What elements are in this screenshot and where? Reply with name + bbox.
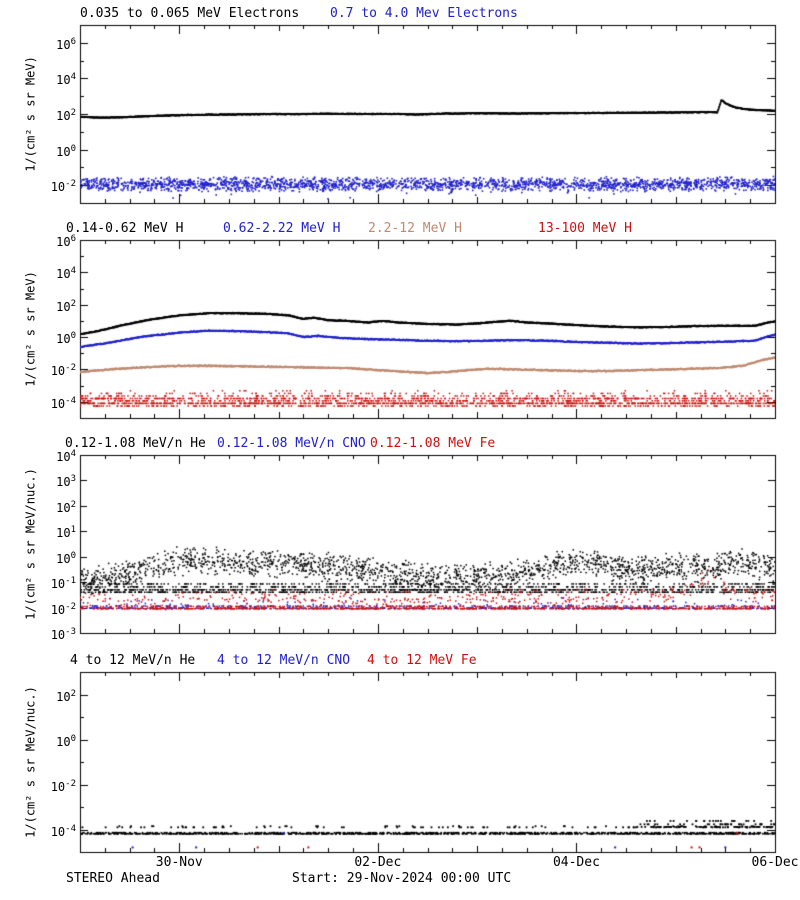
panel-series-title: 0.62-2.22 MeV H	[223, 221, 341, 236]
y-tick-label: 100	[56, 550, 76, 566]
panel-series-title: 0.035 to 0.065 MeV Electrons	[80, 6, 300, 21]
panel-series-title: 0.14-0.62 MeV H	[66, 221, 184, 236]
y-tick-label: 104	[56, 72, 76, 88]
y-tick-label: 10-3	[50, 627, 76, 642]
y-tick-label: 102	[56, 298, 76, 314]
y-tick-label: 104	[56, 266, 76, 282]
panel-series-title: 0.12-1.08 MeV/n He	[65, 436, 206, 451]
y-axis-label: 1/(cm² s sr MeV/nuc.)	[23, 686, 38, 838]
y-tick-label: 10-2	[50, 179, 76, 195]
panel-series-title: 0.12-1.08 MeV Fe	[370, 436, 496, 451]
x-tick-label: 30-Nov	[155, 855, 203, 870]
panel-series-title: 2.2-12 MeV H	[368, 221, 462, 236]
panel-series-title: 0.12-1.08 MeV/n CNO	[217, 436, 366, 451]
y-tick-label: 10-2	[50, 363, 76, 379]
panel-series-title: 4 to 12 MeV Fe	[367, 653, 477, 668]
y-axis-label: 1/(cm² s sr MeV)	[23, 271, 38, 387]
panel-series-title: 13-100 MeV H	[538, 221, 632, 236]
y-tick-label: 100	[56, 143, 76, 159]
panel-series-title: 4 to 12 MeV/n He	[70, 653, 196, 668]
start-time-label: Start: 29-Nov-2024 00:00 UTC	[292, 871, 512, 886]
y-tick-label: 104	[56, 449, 76, 464]
y-axis-label: 1/(cm² s sr MeV)	[23, 56, 38, 172]
x-tick-label: 02-Dec	[354, 855, 402, 870]
y-tick-label: 102	[56, 499, 76, 515]
panel-series-title: 0.7 to 4.0 Mev Electrons	[330, 6, 518, 21]
y-axis-label: 1/(cm² s sr MeV/nuc.)	[23, 468, 38, 620]
x-tick-label: 04-Dec	[552, 855, 600, 870]
y-tick-label: 10-2	[50, 778, 76, 794]
y-tick-label: 100	[56, 733, 76, 749]
spacecraft-label: STEREO Ahead	[66, 871, 160, 886]
panel-series-title: 4 to 12 MeV/n CNO	[217, 653, 351, 668]
y-tick-label: 101	[56, 525, 76, 541]
y-tick-label: 10-2	[50, 601, 76, 617]
y-tick-label: 10-4	[50, 823, 76, 839]
x-tick-label: 06-Dec	[751, 855, 799, 870]
y-tick-label: 102	[56, 108, 76, 123]
y-tick-label: 106	[56, 234, 76, 249]
y-tick-label: 10-4	[50, 395, 76, 411]
y-tick-label: 103	[56, 474, 76, 490]
y-tick-label: 10-1	[50, 576, 76, 592]
y-tick-label: 106	[56, 36, 76, 52]
y-tick-label: 102	[56, 688, 76, 704]
y-tick-label: 100	[56, 331, 76, 347]
